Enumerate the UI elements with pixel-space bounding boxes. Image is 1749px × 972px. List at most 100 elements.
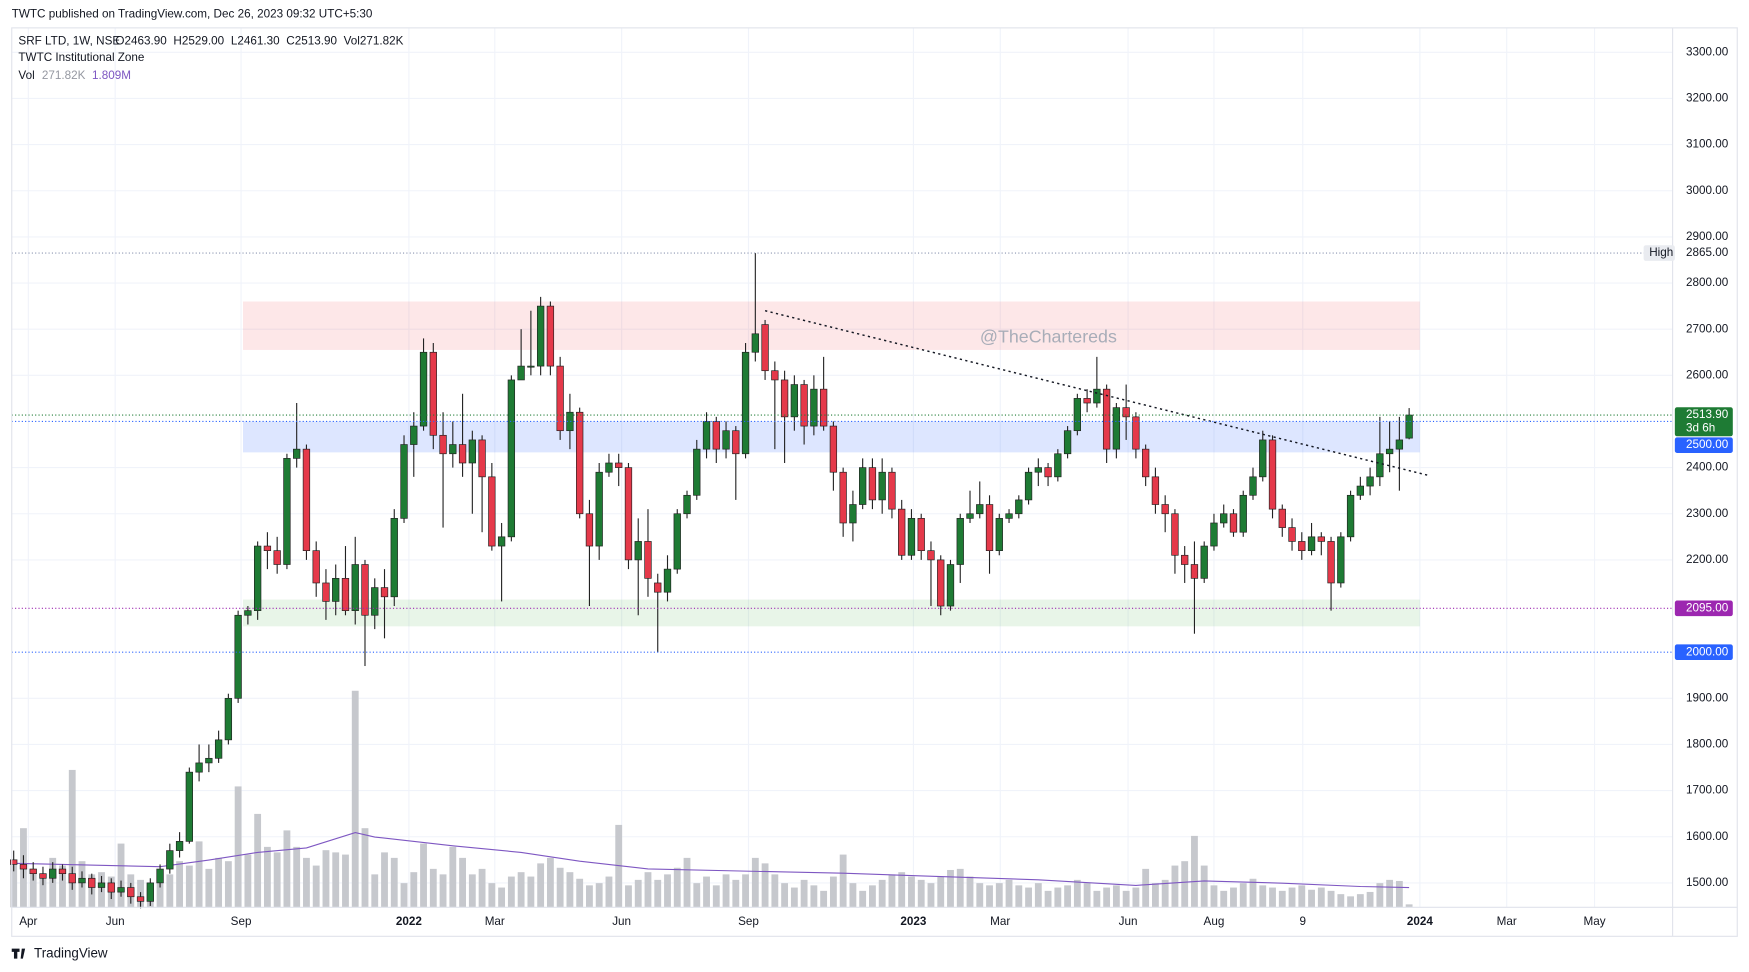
- indicator-name: TWTC Institutional Zone: [18, 51, 144, 64]
- volume-bar: [1356, 894, 1364, 908]
- volume-bar: [1347, 896, 1354, 908]
- candle-body: [702, 421, 711, 450]
- volume-bar: [995, 883, 1003, 908]
- candle-body: [819, 388, 828, 427]
- overlays: [11, 252, 1673, 653]
- candle-body: [166, 850, 174, 870]
- volume-bar: [947, 869, 954, 908]
- volume-bar: [156, 883, 164, 908]
- candle-body: [1112, 407, 1121, 450]
- volume-bar: [166, 874, 174, 908]
- candles: [10, 253, 1413, 909]
- candle-body: [1015, 499, 1023, 515]
- volume-bar: [488, 883, 496, 908]
- x-tick-label: Jun: [1119, 915, 1138, 928]
- candle-body: [1102, 388, 1111, 450]
- volume-bar: [1220, 890, 1228, 908]
- y-tick-label: 2300.00: [1686, 507, 1729, 520]
- volume-bar: [566, 872, 574, 908]
- volume-bar: [1103, 887, 1111, 908]
- volume-bar: [829, 876, 837, 908]
- x-tick-label: 9: [1300, 915, 1307, 928]
- candle-body: [283, 458, 291, 565]
- footer-logo: TradingView: [11, 946, 108, 961]
- volume-bar: [263, 846, 271, 908]
- volume-bar: [859, 890, 867, 908]
- volume-bar: [420, 843, 427, 908]
- candle-body: [68, 873, 76, 884]
- candle-body: [400, 444, 408, 519]
- candle-body: [351, 564, 359, 611]
- candle-body: [1142, 448, 1150, 478]
- footer: TradingView: [34, 946, 108, 961]
- volume-bar: [634, 879, 642, 908]
- candle-body: [1044, 467, 1052, 478]
- candle-body: [1298, 541, 1306, 551]
- volume-bar: [1239, 883, 1247, 908]
- volume-bar: [117, 843, 125, 908]
- volume-bar: [254, 813, 262, 908]
- volume-bar: [59, 865, 66, 908]
- volume-bar: [176, 861, 183, 908]
- candle-body: [1024, 471, 1033, 501]
- candle-body: [419, 351, 428, 427]
- candle-body: [1181, 554, 1189, 565]
- volume-bar: [1142, 868, 1150, 908]
- volume-bar: [10, 863, 18, 908]
- candle-body: [1190, 564, 1199, 579]
- price-label-box: [1674, 644, 1733, 660]
- volume-bar: [781, 883, 789, 908]
- candle-body: [49, 868, 57, 879]
- volume-bar: [712, 885, 720, 908]
- volume-bar: [1386, 879, 1394, 908]
- candle-body: [371, 587, 379, 616]
- candle-body: [976, 504, 984, 515]
- candle-body: [937, 559, 945, 607]
- candle-body: [146, 882, 154, 902]
- candle-body: [1073, 398, 1082, 432]
- volume-ma: [13, 831, 1410, 889]
- volume-bar: [1259, 885, 1267, 908]
- volume-bar: [1044, 890, 1052, 908]
- x-tick-label: 2022: [396, 915, 423, 928]
- candle-body: [898, 508, 906, 556]
- volume-bar: [703, 876, 710, 908]
- candle-body: [78, 877, 86, 884]
- volume-bar: [790, 887, 798, 908]
- volume-bar: [1161, 879, 1169, 908]
- candle-body: [956, 518, 964, 565]
- volume-bar: [215, 857, 223, 908]
- candle-body: [1063, 430, 1072, 455]
- candle-body: [1337, 536, 1345, 584]
- ohlc-value: C2513.90: [286, 34, 337, 47]
- y-tick-label: 3100.00: [1686, 138, 1729, 151]
- volume-bar: [293, 846, 301, 908]
- y-tick-label: 1700.00: [1686, 784, 1729, 797]
- candle-body: [58, 868, 67, 874]
- candle-body: [878, 471, 886, 501]
- volume-bar: [390, 857, 398, 908]
- candle-body: [654, 582, 662, 593]
- volume-bar: [1171, 865, 1179, 908]
- volume-bar: [546, 857, 554, 908]
- volume-bar: [976, 883, 984, 908]
- volume-bar: [303, 857, 310, 908]
- candle-body: [1093, 388, 1101, 404]
- volume-bar: [683, 857, 691, 908]
- volume-bar: [644, 872, 652, 908]
- ohlc-value: Vol271.82K: [344, 34, 404, 47]
- volume-bar: [1249, 878, 1257, 908]
- candle-body: [907, 518, 916, 556]
- volume-bar: [371, 874, 379, 908]
- candle-body: [1239, 494, 1247, 533]
- volume-bar: [908, 876, 915, 908]
- x-tick-label: 2024: [1407, 915, 1434, 928]
- candle-body: [234, 614, 242, 699]
- volume-bar: [283, 830, 291, 908]
- candle-body: [1034, 467, 1042, 473]
- candle-body: [927, 550, 935, 561]
- volume-bar: [556, 867, 564, 908]
- candle-body: [1395, 439, 1404, 450]
- volume-bar: [244, 854, 252, 908]
